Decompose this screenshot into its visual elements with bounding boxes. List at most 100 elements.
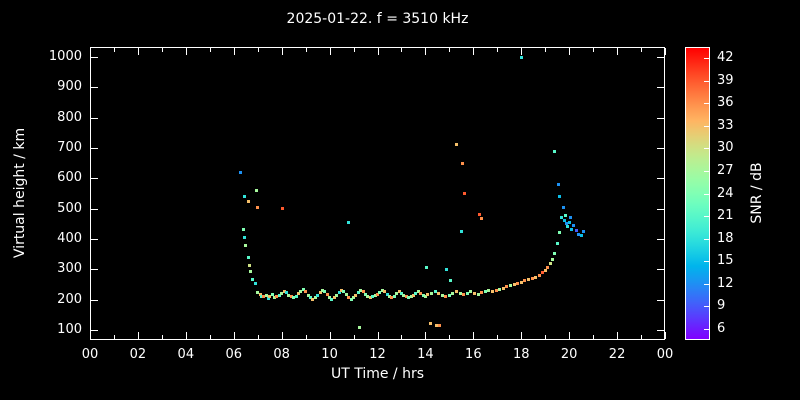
data-point [455,290,459,294]
data-point [387,295,391,299]
data-point [480,291,484,295]
x-minor-tick-mark [593,48,595,52]
data-point [299,289,303,293]
x-tick-mark [90,332,91,339]
data-point [425,266,429,270]
x-tick-label: 04 [177,347,195,362]
colorbar [685,47,710,340]
x-tick-mark [185,48,187,55]
data-point [287,293,291,297]
data-point [359,289,363,293]
data-point [473,292,477,296]
data-point [373,293,377,297]
data-point [368,296,372,300]
data-point [530,276,534,280]
data-point [519,280,523,284]
x-minor-tick-mark [497,48,499,52]
x-minor-tick-mark [593,335,595,339]
data-point [380,289,384,293]
y-tick-mark [657,57,664,58]
x-tick-mark [473,48,475,55]
x-tick-mark [233,332,235,339]
x-tick-mark [569,48,571,55]
y-axis-title: Virtual height / km [12,127,28,259]
data-point [402,293,406,297]
data-point [306,293,310,297]
data-point [395,292,399,296]
data-point [247,264,251,268]
data-point [383,290,387,294]
x-minor-tick-mark [161,335,163,339]
data-point [451,292,455,296]
x-axis-title: UT Time / hrs [330,366,425,382]
data-point [437,292,441,296]
data-point [445,267,449,271]
data-point [358,326,362,330]
colorbar-tick-label: 12 [717,275,734,291]
x-minor-tick-mark [545,48,547,52]
y-tick-mark [657,117,664,119]
data-point [567,220,571,224]
data-point [553,149,557,153]
y-tick-mark [91,87,98,89]
x-minor-tick-mark [401,48,403,52]
data-point [438,324,442,328]
colorbar-tick-mark [704,306,709,308]
data-point [568,216,572,220]
data-point [356,290,360,294]
data-point [344,293,348,297]
y-tick-mark [91,178,98,180]
x-tick-mark [281,332,283,339]
data-point [262,294,266,298]
x-tick-mark [329,48,331,55]
data-point [552,252,556,256]
data-point [289,295,293,299]
data-point [494,289,498,293]
data-point [519,55,523,59]
x-tick-label: 00 [656,347,674,362]
data-point [258,292,262,296]
x-tick-mark [617,332,619,339]
data-point [399,292,403,296]
x-minor-tick-mark [497,335,499,339]
data-point [579,233,583,237]
data-point [550,257,554,261]
data-point [342,290,346,294]
data-point [564,213,568,217]
data-point [316,293,320,297]
data-point [259,295,263,299]
colorbar-tick-mark [704,238,709,240]
data-point [558,231,562,235]
data-point [292,296,296,300]
data-point [416,290,420,294]
data-point [335,293,339,297]
colorbar-tick-mark [704,148,709,150]
data-point [349,298,353,302]
x-tick-mark [137,332,139,339]
data-point [434,323,438,327]
data-point [347,220,351,224]
data-point [429,292,433,296]
y-tick-label: 100 [57,322,82,337]
data-point [447,293,451,297]
data-point [294,295,298,299]
data-point [313,296,317,300]
x-tick-mark [137,48,139,55]
y-tick-label: 400 [57,231,82,246]
colorbar-tick-label: 18 [717,230,734,246]
x-tick-mark [665,332,666,339]
data-point [458,292,462,296]
x-minor-tick-mark [353,335,355,339]
data-point [565,222,569,226]
data-point [566,225,570,229]
data-point [371,295,375,299]
data-point [364,293,368,297]
data-point [505,285,509,289]
data-point [277,293,281,297]
x-tick-label: 14 [417,347,434,362]
data-point [241,228,245,232]
colorbar-tick-label: 15 [717,253,734,269]
data-point [491,290,494,294]
data-point [548,262,552,266]
